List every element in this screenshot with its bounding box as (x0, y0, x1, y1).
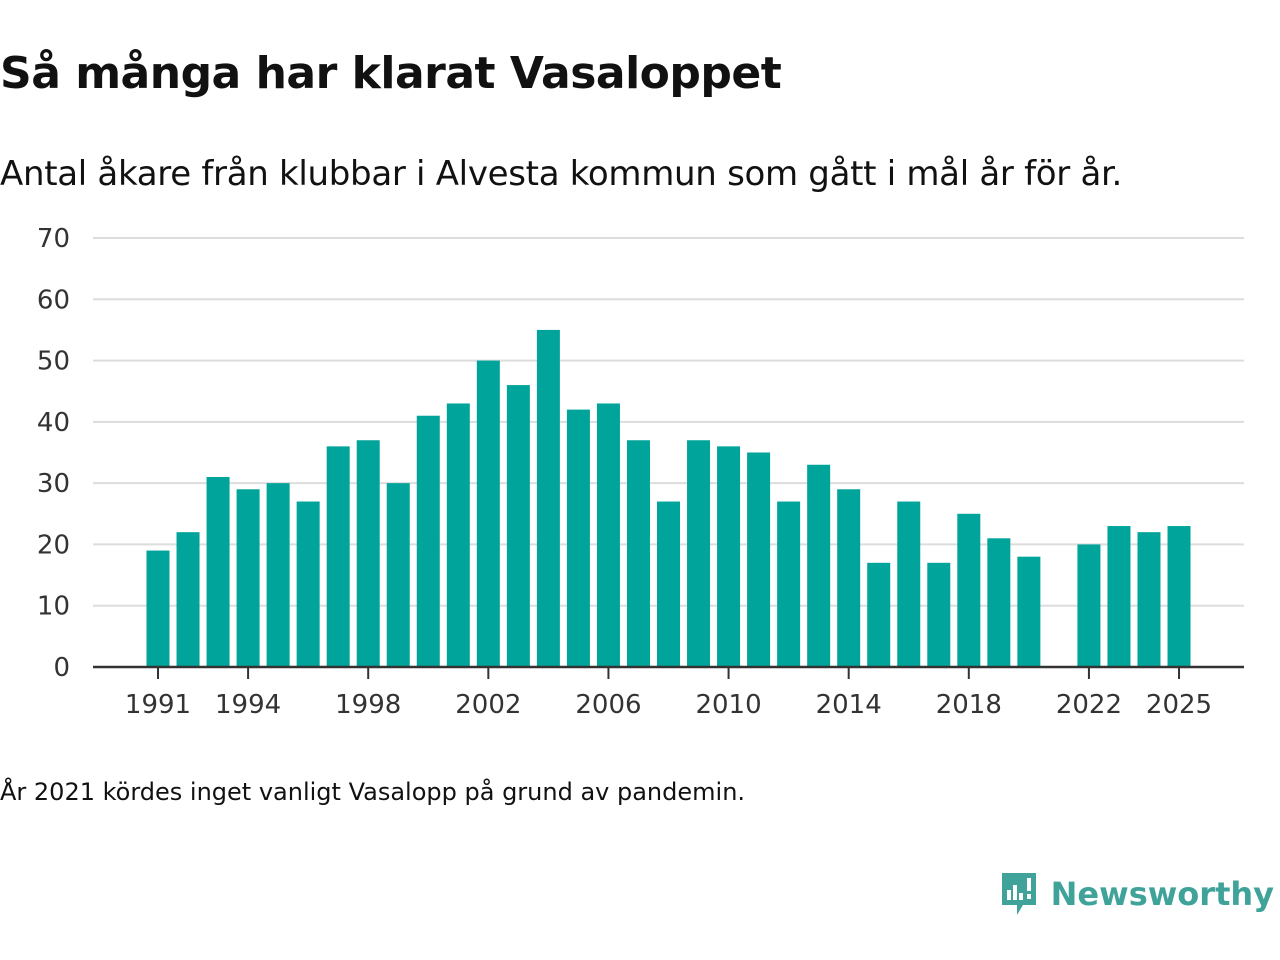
bar-2025 (1167, 526, 1191, 667)
y-tick-label-50: 50 (37, 347, 70, 377)
bar-2016 (897, 501, 921, 667)
bar-1994 (236, 489, 260, 667)
x-tick-label-1998: 1998 (335, 690, 401, 720)
bar-2023 (1107, 526, 1131, 667)
y-tick-label-60: 60 (37, 285, 70, 315)
x-axis-labels: 1991 1994 1998 2002 2006 2010 2014 2018 2022 2025 (125, 690, 1212, 720)
bar-1996 (296, 501, 320, 667)
x-tick-label-2010: 2010 (695, 690, 761, 720)
chart-title: Så många har klarat Vasaloppet (0, 48, 782, 99)
footnote: År 2021 kördes inget vanligt Vasalopp på… (0, 778, 746, 806)
y-tick-label-30: 30 (37, 469, 70, 499)
x-axis (93, 665, 1244, 679)
bar-2009 (687, 440, 711, 667)
bar-2006 (596, 403, 620, 667)
x-tick-label-2018: 2018 (936, 690, 1002, 720)
bar-2024 (1137, 532, 1161, 667)
newsworthy-logo-icon (1001, 873, 1036, 915)
bar-2022 (1077, 544, 1101, 667)
y-tick-label-40: 40 (37, 408, 70, 438)
bar-2018 (957, 513, 981, 667)
bar-2008 (657, 501, 681, 667)
bar-1993 (206, 477, 230, 667)
y-tick-label-70: 70 (37, 224, 70, 254)
chart-subtitle: Antal åkare från klubbar i Alvesta kommu… (0, 154, 1123, 194)
bar-2002 (476, 360, 500, 667)
bar-2019 (987, 538, 1011, 667)
bar-chart: 0 10 20 30 40 50 60 70 1991 1994 1998 2002 2006 2010… (37, 224, 1244, 720)
x-tick-label-2002: 2002 (455, 690, 521, 720)
bar-2000 (416, 415, 440, 667)
x-tick-label-2014: 2014 (816, 690, 882, 720)
bar-1999 (386, 483, 410, 667)
bar-1997 (326, 446, 350, 667)
x-tick-label-1991: 1991 (125, 690, 191, 720)
x-tick-label-1994: 1994 (215, 690, 281, 720)
bar-2013 (807, 464, 831, 667)
bar-1992 (176, 532, 200, 667)
newsworthy-logo: Newsworthy (999, 870, 1274, 918)
bar-2020 (1017, 556, 1041, 667)
x-tick-label-2006: 2006 (575, 690, 641, 720)
bar-2005 (566, 409, 590, 667)
y-tick-label-0: 0 (53, 653, 70, 683)
newsworthy-logo-text: Newsworthy (1050, 875, 1274, 913)
bar-2001 (446, 403, 470, 667)
bar-2012 (777, 501, 801, 667)
bar-2014 (837, 489, 861, 667)
y-tick-label-10: 10 (37, 592, 70, 622)
bar-2011 (747, 452, 771, 667)
bar-2007 (626, 440, 650, 667)
bar-2015 (867, 562, 891, 667)
y-axis-labels: 0 10 20 30 40 50 60 70 (37, 224, 70, 683)
x-tick-label-2025: 2025 (1146, 690, 1212, 720)
bar-1995 (266, 483, 290, 667)
bar-2010 (717, 446, 741, 667)
y-tick-label-20: 20 (37, 530, 70, 560)
bar-1991 (146, 550, 170, 667)
bar-2003 (506, 385, 530, 667)
bars (146, 329, 1191, 667)
x-tick-label-2022: 2022 (1056, 690, 1122, 720)
bar-2004 (536, 329, 560, 667)
bar-1998 (356, 440, 380, 667)
bar-2017 (927, 562, 951, 667)
